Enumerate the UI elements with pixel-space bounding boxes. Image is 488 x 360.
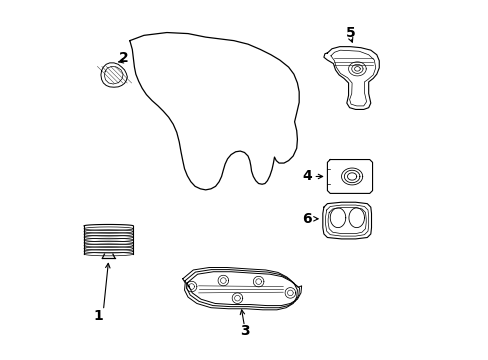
Text: 2: 2 — [119, 51, 128, 65]
Text: 1: 1 — [93, 309, 103, 323]
Text: 5: 5 — [345, 26, 354, 40]
Text: 3: 3 — [239, 324, 249, 338]
Text: 6: 6 — [302, 212, 311, 226]
Text: 4: 4 — [302, 170, 311, 184]
